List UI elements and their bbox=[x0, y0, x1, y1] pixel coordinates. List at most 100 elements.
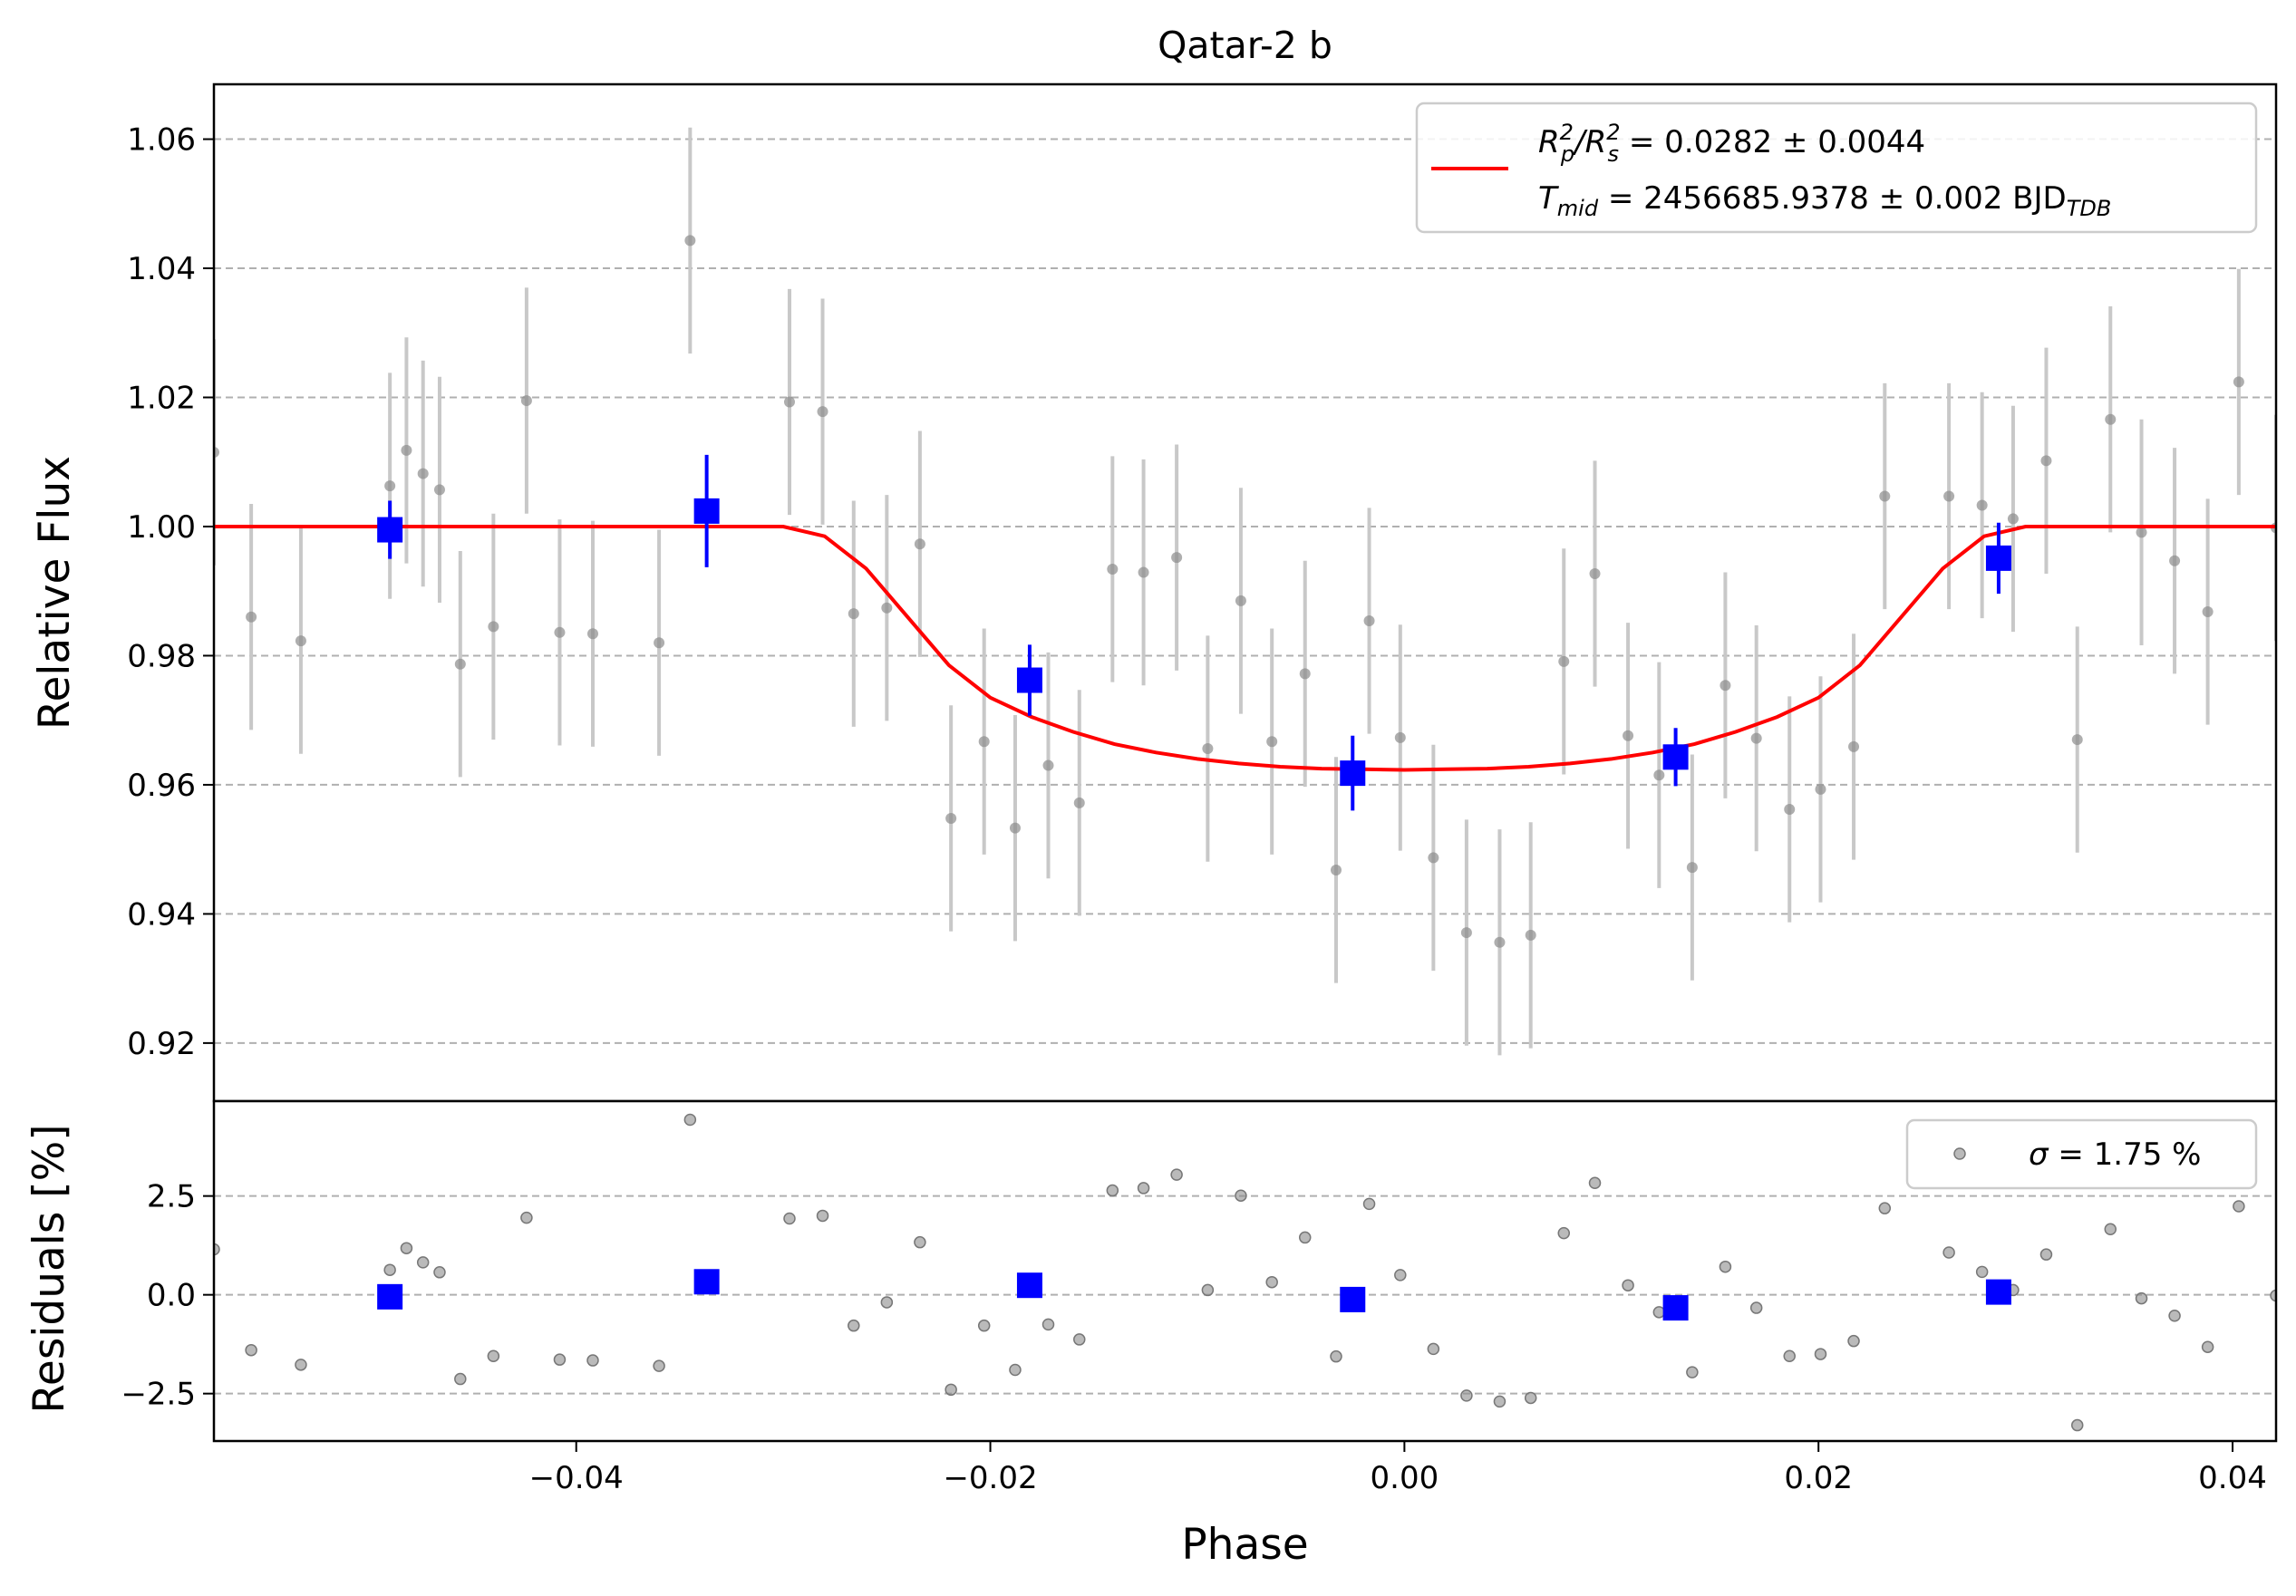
raw-flux-point bbox=[881, 602, 893, 614]
raw-flux-point bbox=[1750, 732, 1762, 744]
legend-tmid-label: Tmid = 2456685.9378 ± 0.002 BJDTDB bbox=[1538, 180, 2111, 221]
raw-flux-point bbox=[1202, 743, 1214, 755]
residuals-y-ticks: −2.5 0.0 2.5 bbox=[121, 1179, 214, 1413]
raw-flux-point bbox=[1363, 614, 1375, 626]
raw-residual-point bbox=[1073, 1333, 1086, 1346]
binned-residual-point bbox=[377, 1283, 403, 1310]
raw-residual-point bbox=[1814, 1348, 1827, 1360]
raw-residual-point bbox=[848, 1319, 860, 1332]
raw-residual-point bbox=[1588, 1176, 1602, 1190]
raw-residual-point bbox=[945, 1383, 957, 1397]
residual-tick-label: −2.5 bbox=[121, 1377, 196, 1413]
legend-sigma-label: σ = 1.75 % bbox=[2029, 1137, 2201, 1173]
raw-flux-point bbox=[1686, 862, 1698, 874]
raw-flux-point bbox=[1879, 490, 1891, 502]
raw-residual-point bbox=[2070, 1418, 2084, 1432]
phase-tick-label: 0.02 bbox=[1784, 1460, 1853, 1496]
legend-tmid-value: = 2456685.9378 ± 0.002 BJD bbox=[1598, 180, 2067, 217]
raw-residual-point bbox=[1524, 1391, 1537, 1405]
raw-flux-point bbox=[1494, 936, 1506, 948]
binned-flux-points bbox=[377, 454, 2011, 811]
light-curve-legend-box bbox=[1415, 102, 2258, 234]
legend-tmid-unit-sub: TDB bbox=[2067, 196, 2112, 221]
raw-residual-point bbox=[1362, 1197, 1376, 1211]
raw-flux-point bbox=[783, 396, 795, 408]
binned-residual-point bbox=[1662, 1295, 1689, 1321]
raw-residual-point bbox=[214, 1243, 220, 1256]
binned-residual-points bbox=[377, 1269, 2011, 1321]
raw-residual-point bbox=[383, 1263, 396, 1276]
residual-tick-label: 2.5 bbox=[147, 1179, 196, 1215]
raw-residual-point bbox=[1201, 1283, 1215, 1297]
raw-flux-point bbox=[1558, 655, 1570, 667]
legend-sigma-symbol: σ bbox=[2029, 1137, 2049, 1173]
raw-residual-point bbox=[487, 1349, 500, 1362]
light-curve-legend: R2 p/R2 s = 0.0282 ± 0.0044 Tmid = 2456685… bbox=[1415, 102, 2258, 234]
raw-flux-point bbox=[417, 468, 429, 479]
raw-residual-point bbox=[1749, 1301, 1763, 1314]
binned-flux-point bbox=[693, 498, 720, 524]
raw-flux-point bbox=[1042, 759, 1054, 771]
legend-depth-label: R2 p/R2 s = 0.0282 ± 0.0044 bbox=[1538, 120, 1925, 167]
raw-flux-point bbox=[2136, 527, 2147, 538]
chart-title: Qatar-2 b bbox=[1158, 24, 1332, 67]
raw-residual-point bbox=[1878, 1202, 1892, 1214]
raw-flux-point bbox=[817, 406, 828, 418]
raw-flux-point bbox=[2202, 606, 2214, 618]
raw-residual-point bbox=[1265, 1275, 1278, 1289]
raw-flux-point bbox=[1589, 567, 1601, 579]
phase-tick-label: 0.04 bbox=[2198, 1460, 2267, 1496]
raw-residual-point bbox=[2270, 1289, 2276, 1302]
raw-residual-point bbox=[1041, 1318, 1055, 1331]
legend-residual-swatch bbox=[1953, 1147, 1966, 1160]
flux-tick-label: 1.00 bbox=[127, 509, 196, 546]
raw-flux-point bbox=[246, 611, 257, 623]
raw-flux-point bbox=[1394, 731, 1406, 743]
raw-residual-point bbox=[1330, 1349, 1342, 1363]
binned-flux-point bbox=[1985, 545, 2011, 571]
raw-residual-point bbox=[2104, 1223, 2117, 1236]
raw-flux-point bbox=[2105, 413, 2117, 425]
phase-tick-label: −0.04 bbox=[529, 1460, 624, 1496]
raw-flux-point bbox=[1009, 822, 1021, 834]
light-curve-data bbox=[214, 127, 2276, 1056]
raw-flux-point bbox=[1653, 769, 1665, 781]
legend-depth-r1: R bbox=[1538, 124, 1560, 160]
legend-depth-value: = 0.0282 ± 0.0044 bbox=[1619, 124, 1925, 160]
residuals-panel: −2.5 0.0 2.5 −0.04 −0.02 0.00 0.02 0.04 Residu… bbox=[24, 1099, 2278, 1570]
legend-tmid-sub: mid bbox=[1557, 196, 1599, 221]
legend-depth-sub-p: p bbox=[1560, 141, 1574, 167]
raw-flux-point bbox=[1171, 552, 1183, 564]
flux-tick-label: 1.06 bbox=[127, 122, 196, 159]
raw-flux-point bbox=[1943, 490, 1955, 502]
raw-flux-point bbox=[654, 637, 665, 649]
legend-depth-r2: /R bbox=[1572, 124, 1606, 160]
raw-residual-point bbox=[1622, 1279, 1634, 1291]
residuals-legend-box bbox=[1905, 1118, 2258, 1190]
raw-flux-point bbox=[2040, 455, 2052, 467]
raw-flux-point bbox=[684, 235, 696, 247]
raw-flux-point bbox=[1428, 852, 1439, 864]
y-axis-label-flux: Relative Flux bbox=[30, 456, 80, 730]
binned-residual-point bbox=[1340, 1286, 1366, 1312]
raw-residual-point bbox=[783, 1212, 796, 1225]
raw-flux-point bbox=[914, 538, 925, 550]
binned-residual-point bbox=[693, 1269, 720, 1295]
residual-tick-label: 0.0 bbox=[147, 1278, 196, 1314]
residuals-legend: σ = 1.75 % bbox=[1905, 1118, 2258, 1190]
raw-residual-point bbox=[1847, 1334, 1860, 1348]
raw-residual-point bbox=[553, 1353, 567, 1366]
raw-residual-points bbox=[214, 1113, 2276, 1432]
raw-flux-point bbox=[1848, 740, 1860, 752]
light-curve-plot-area bbox=[214, 84, 2276, 1101]
raw-flux-point bbox=[1299, 668, 1311, 680]
y-axis-label-residuals: Residuals [%] bbox=[24, 1124, 74, 1413]
raw-flux-point bbox=[1720, 680, 1731, 692]
raw-residual-point bbox=[586, 1354, 599, 1367]
raw-flux-point bbox=[520, 395, 532, 407]
raw-residual-point bbox=[1009, 1363, 1022, 1377]
raw-residual-point bbox=[1137, 1182, 1150, 1195]
raw-residual-point bbox=[2168, 1310, 2181, 1322]
raw-flux-point bbox=[1138, 566, 1149, 578]
raw-residual-point bbox=[1719, 1260, 1732, 1273]
